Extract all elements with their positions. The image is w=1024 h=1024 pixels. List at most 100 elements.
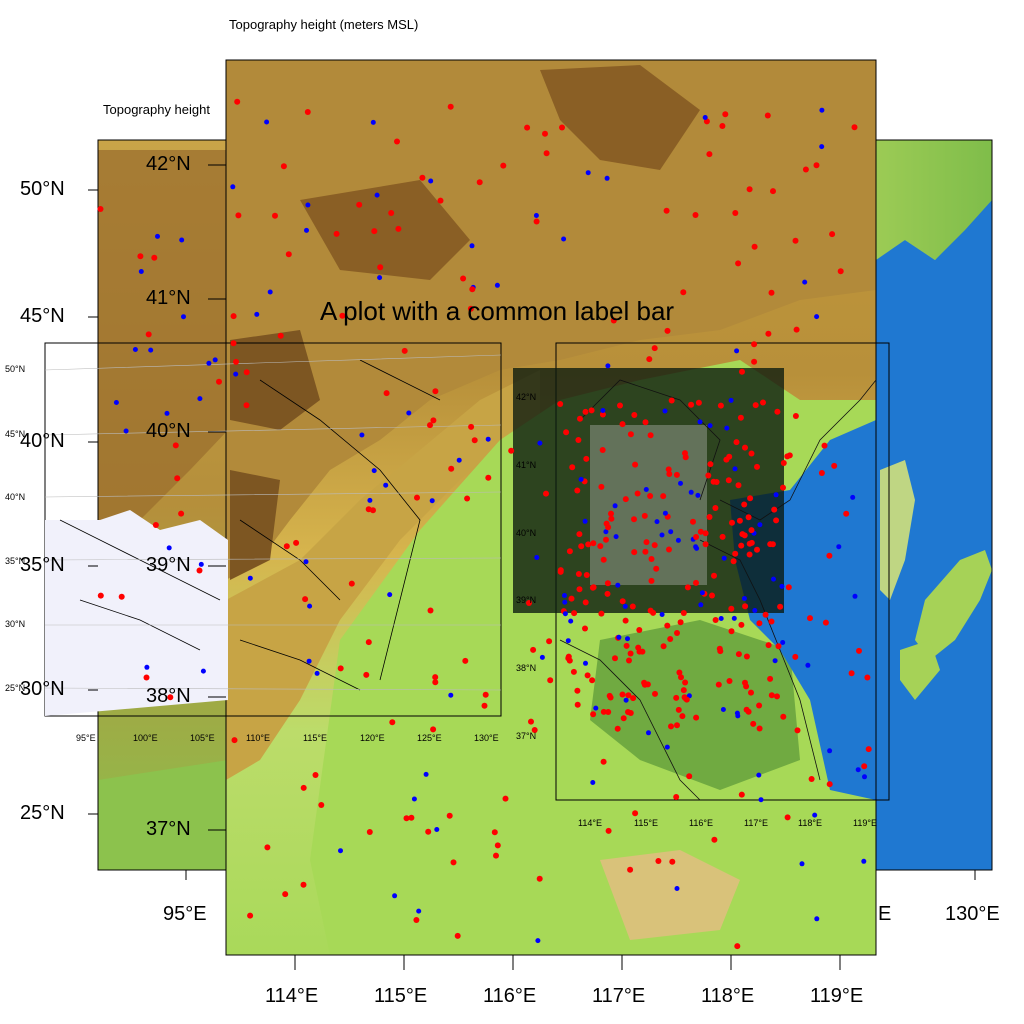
station-point-red — [745, 708, 752, 715]
outer-map-japan — [915, 550, 992, 660]
station-point-red — [665, 466, 672, 473]
station-point-red — [388, 210, 395, 216]
station-point-red — [312, 772, 319, 778]
station-point-red — [743, 683, 750, 690]
station-point-red — [733, 439, 740, 446]
station-point-red — [97, 206, 104, 212]
station-point-blue — [699, 590, 705, 596]
station-point-red — [822, 619, 829, 626]
station-point-red — [667, 636, 674, 642]
station-point-red — [469, 286, 476, 293]
station-point-red — [864, 674, 871, 681]
main-map-plain-dark — [590, 620, 800, 790]
station-point-red — [711, 836, 718, 843]
main-map-high-peaks-4 — [230, 470, 280, 580]
station-point-red — [748, 450, 755, 457]
station-point-red — [557, 567, 564, 574]
station-point-blue — [735, 713, 741, 719]
station-point-red — [735, 260, 742, 267]
station-point-red — [764, 112, 771, 119]
station-point-red — [664, 327, 671, 334]
station-point-blue — [374, 192, 380, 198]
station-point-red — [739, 531, 746, 538]
station-point-blue — [675, 537, 681, 543]
inset-left-lon-label: 110°E — [246, 733, 270, 743]
station-point-red — [706, 151, 713, 158]
outer-map-japan-south — [900, 640, 940, 700]
main-map-ridge-band — [226, 370, 540, 780]
station-point-red — [233, 358, 239, 365]
left-title: Topography height — [103, 102, 210, 117]
station-point-red — [746, 540, 753, 547]
station-point-blue — [267, 289, 273, 295]
station-point-red — [648, 556, 655, 562]
station-point-red — [575, 437, 582, 443]
station-point-blue — [590, 780, 596, 785]
station-point-red — [432, 679, 439, 686]
station-point-red — [337, 665, 344, 672]
station-point-blue — [200, 668, 206, 674]
outer-lat-label: 40°N — [20, 430, 65, 452]
station-point-red — [432, 674, 439, 681]
station-point-red — [622, 617, 629, 624]
station-point-blue — [695, 492, 701, 498]
station-point-red — [642, 548, 649, 555]
station-point-red — [608, 515, 615, 522]
station-point-red — [619, 691, 626, 698]
station-point-red — [786, 452, 793, 459]
station-point-red — [389, 719, 396, 726]
station-point-red — [468, 423, 475, 430]
station-point-blue — [605, 363, 611, 369]
station-point-blue — [771, 576, 776, 582]
station-point-red — [243, 369, 250, 376]
inset-left-lon-label: 100°E — [133, 733, 158, 743]
station-point-red — [419, 174, 426, 181]
station-point-blue — [773, 492, 779, 498]
station-point-red — [837, 268, 844, 275]
station-point-blue — [741, 596, 747, 601]
station-point-red — [673, 694, 680, 701]
station-point-red — [677, 619, 684, 626]
station-point-red — [590, 711, 597, 718]
station-point-red — [574, 487, 581, 494]
station-point-blue — [338, 848, 343, 854]
station-point-blue — [166, 545, 172, 551]
station-point-red — [626, 657, 632, 664]
station-point-red — [746, 551, 753, 558]
station-point-red — [692, 212, 699, 218]
station-point-blue — [377, 275, 383, 281]
station-point-red — [603, 536, 609, 543]
station-point-red — [831, 462, 838, 469]
station-point-red — [651, 345, 658, 352]
station-point-red — [485, 474, 492, 481]
station-point-red — [635, 644, 642, 651]
station-point-blue — [578, 476, 584, 482]
inset-left-lat-label: 35°N — [5, 556, 26, 566]
station-point-red — [729, 519, 735, 526]
station-point-red — [543, 490, 549, 497]
axis-ticks — [88, 164, 976, 970]
station-point-blue — [568, 618, 574, 624]
station-point-red — [715, 681, 722, 688]
station-point-red — [570, 668, 577, 675]
station-point-red — [682, 679, 689, 686]
station-point-red — [542, 130, 548, 137]
station-point-blue — [779, 583, 785, 589]
inset-right-lon-label: 119°E — [853, 818, 877, 828]
station-point-red — [643, 539, 650, 546]
station-point-red — [668, 723, 674, 730]
station-point-red — [676, 669, 683, 676]
station-point-blue — [805, 662, 811, 668]
station-point-red — [765, 642, 772, 649]
station-point-red — [610, 317, 617, 324]
station-point-red — [604, 590, 611, 597]
station-point-red — [599, 411, 606, 418]
station-point-red — [751, 341, 758, 348]
station-point-red — [826, 781, 833, 788]
station-point-red — [619, 421, 626, 428]
station-point-red — [460, 275, 467, 282]
station-point-blue — [612, 503, 618, 509]
station-point-red — [641, 512, 648, 519]
main-map-southern-hills — [600, 850, 740, 940]
station-point-blue — [625, 636, 630, 642]
